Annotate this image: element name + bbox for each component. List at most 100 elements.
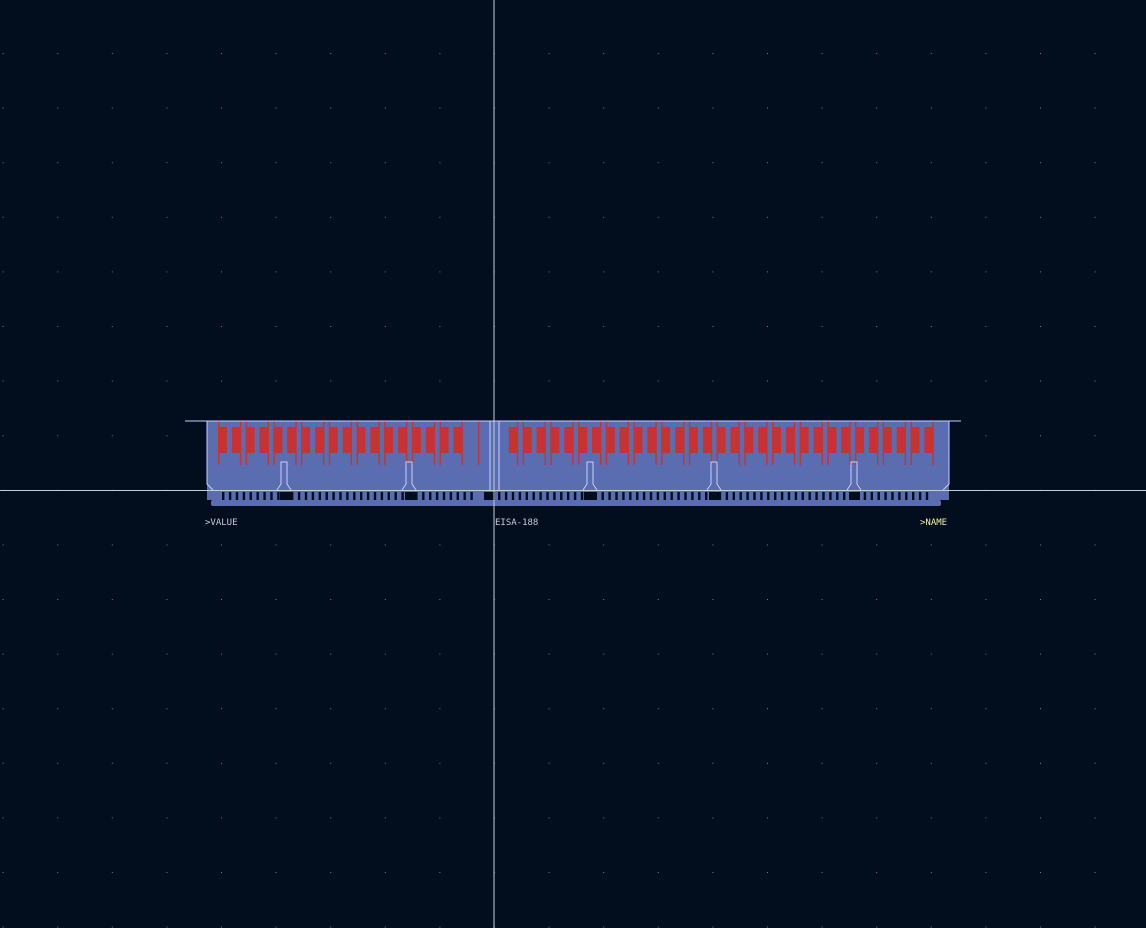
trace [683, 421, 685, 465]
pad [439, 427, 449, 453]
notch [905, 492, 908, 500]
pad [633, 427, 643, 453]
pad [647, 427, 657, 453]
notch [573, 492, 577, 500]
notch [222, 492, 225, 500]
notch [649, 492, 653, 500]
trace [827, 421, 829, 465]
notch [518, 492, 522, 500]
notch [622, 492, 625, 500]
pad [370, 427, 380, 453]
pad [855, 427, 865, 453]
notch [594, 492, 597, 500]
trace [655, 421, 657, 465]
notch-wide [405, 492, 416, 500]
notch [539, 492, 542, 500]
trace [239, 421, 242, 465]
notch [829, 492, 832, 500]
notch [511, 492, 515, 500]
notch [801, 492, 804, 500]
notch [925, 492, 929, 500]
notch [360, 492, 363, 500]
trace [578, 421, 580, 465]
pad [314, 427, 324, 453]
pad [661, 427, 671, 453]
pad [924, 427, 934, 453]
notch [684, 492, 687, 500]
pad [508, 427, 518, 453]
notch [787, 492, 791, 500]
pad [744, 427, 754, 453]
trace [267, 421, 269, 465]
trace [633, 421, 635, 465]
key [582, 461, 598, 491]
notch [463, 492, 466, 500]
pad [564, 427, 574, 453]
notch [504, 492, 508, 500]
pad [259, 427, 269, 453]
notch [422, 492, 425, 500]
trace [411, 421, 414, 465]
trace [572, 421, 574, 465]
notches [222, 492, 929, 500]
notch [387, 492, 390, 500]
notch [256, 492, 259, 500]
pad [411, 427, 421, 453]
trace [932, 421, 934, 465]
pad [772, 427, 781, 453]
pad [910, 427, 920, 453]
notch [332, 492, 335, 500]
name-label: >NAME [920, 518, 947, 528]
notch [636, 492, 639, 500]
trace [245, 421, 248, 465]
trace [544, 421, 546, 465]
notch [705, 492, 708, 500]
notch [629, 492, 632, 500]
pad [273, 427, 283, 453]
notch [366, 492, 370, 500]
notch [297, 492, 301, 500]
pad [384, 427, 394, 453]
pad [536, 427, 546, 453]
pad [398, 427, 408, 453]
trace [384, 421, 386, 465]
key [401, 461, 417, 491]
notch [546, 492, 549, 500]
notch [242, 492, 246, 500]
notch-wide [709, 492, 720, 500]
notch [725, 492, 729, 500]
trace [910, 421, 912, 465]
pad [730, 427, 740, 453]
trace [744, 421, 746, 465]
notch [435, 492, 439, 500]
pad [550, 427, 560, 453]
trace [522, 421, 525, 465]
notch [525, 492, 528, 500]
pad [231, 427, 241, 453]
notch [456, 492, 459, 500]
notch [843, 492, 846, 500]
trace [849, 421, 851, 465]
trace [738, 421, 740, 465]
notch [863, 492, 867, 500]
pad [675, 427, 685, 453]
notch [353, 492, 356, 500]
pad [688, 427, 698, 453]
notch-wide [484, 492, 495, 500]
notch [836, 492, 839, 500]
pad [896, 427, 906, 453]
notch [760, 492, 763, 500]
notch [553, 492, 556, 500]
trace [406, 421, 408, 465]
notch [753, 492, 756, 500]
trace [599, 421, 602, 465]
notch [442, 492, 446, 500]
trace [710, 421, 713, 465]
pad [301, 427, 311, 453]
pad [356, 427, 366, 453]
notch [670, 492, 673, 500]
notch [325, 492, 328, 500]
trace [350, 421, 353, 465]
connector-footprint[interactable] [185, 420, 961, 506]
